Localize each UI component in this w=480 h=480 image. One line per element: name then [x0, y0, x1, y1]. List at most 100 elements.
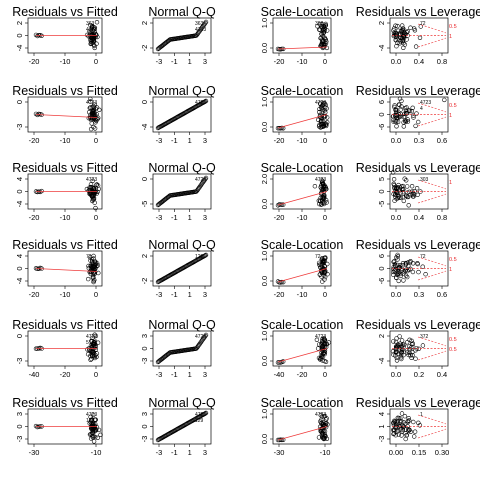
data-point	[418, 24, 423, 29]
data-point	[317, 106, 322, 112]
data-point	[396, 278, 401, 284]
x-tick-label: -20	[29, 213, 40, 222]
x-tick-label: -20	[274, 57, 285, 66]
panel-scale-location-row-3: Scale-Location -20 -10 0 0.0 2.0 4723	[260, 161, 343, 222]
x-tick-label: -20	[60, 370, 71, 379]
data-point	[281, 202, 286, 207]
plot-frame	[152, 250, 212, 287]
data-point	[399, 98, 404, 104]
data-point	[407, 350, 412, 355]
data-point	[319, 178, 324, 183]
data-point	[321, 337, 327, 342]
y-tick-label: 0	[377, 189, 386, 193]
y-tick-label: 0.0	[260, 356, 269, 366]
data-point	[391, 26, 397, 31]
x-tick-label: 0.0	[391, 290, 401, 299]
y-tick-label: 2	[15, 21, 24, 25]
cooks-distance-curve	[417, 256, 447, 267]
data-point	[400, 423, 405, 428]
point-label: 4723	[315, 334, 326, 340]
data-point	[402, 42, 408, 47]
data-point	[394, 43, 399, 49]
data-point	[401, 271, 406, 276]
data-point	[405, 350, 410, 355]
y-tick-label: -3	[15, 124, 24, 131]
point-label: 4723	[86, 27, 97, 33]
data-point	[391, 422, 397, 428]
data-point	[94, 261, 100, 266]
data-point	[88, 414, 93, 420]
data-point	[320, 279, 325, 284]
data-point	[319, 186, 324, 191]
data-point	[90, 420, 95, 426]
data-point	[413, 356, 418, 361]
smooth-line	[277, 268, 328, 283]
data-point	[412, 429, 418, 434]
y-tick-label: 1.0	[260, 409, 269, 419]
y-tick-label: 0	[15, 424, 24, 428]
data-point	[319, 103, 325, 109]
panel-scale-location-row-2: Scale-Location -20 -10 0 0.0 1.0 4723	[260, 84, 343, 145]
x-tick-label: -20	[274, 290, 285, 299]
data-point	[203, 253, 208, 258]
y-tick-label: 0	[140, 177, 149, 181]
point-label: 4	[420, 106, 423, 112]
x-tick-label: 3	[203, 370, 207, 379]
point-label: 4723	[86, 177, 97, 183]
data-point	[87, 188, 93, 193]
panel-title: Residuals vs Leverage	[356, 318, 480, 332]
data-point	[88, 96, 93, 102]
data-point	[317, 114, 322, 119]
data-point	[325, 261, 330, 267]
x-tick-label: 0.4	[414, 213, 424, 222]
data-point	[406, 203, 411, 208]
x-tick-label: 0.0	[391, 57, 401, 66]
y-tick-label: 1.0	[260, 251, 269, 261]
data-point	[398, 271, 404, 277]
data-point	[394, 109, 399, 115]
data-point	[317, 342, 322, 347]
data-point	[98, 432, 103, 437]
data-point	[394, 355, 399, 360]
data-point	[324, 123, 329, 129]
smooth-line	[277, 191, 328, 206]
panel-title: Residuals vs Leverage	[356, 161, 480, 175]
data-point	[91, 42, 97, 48]
data-point	[90, 28, 95, 33]
panel-normal-qq-row-4: Normal Q-Q -3 -1 1 3 -2 2 129	[140, 238, 216, 299]
y-tick-label: -4	[377, 45, 386, 52]
panel-title: Scale-Location	[261, 5, 344, 19]
data-point	[88, 357, 93, 362]
data-point	[394, 358, 400, 363]
y-tick-label: 6	[377, 100, 386, 104]
point-label: 4723	[195, 100, 206, 106]
data-point	[324, 45, 330, 51]
data-point	[320, 260, 326, 265]
data-point	[94, 182, 100, 187]
data-point	[415, 261, 420, 266]
data-point	[407, 428, 412, 433]
data-point	[92, 200, 97, 205]
data-point	[94, 105, 100, 110]
data-point	[394, 124, 399, 129]
panel-title: Residuals vs Fitted	[12, 396, 118, 410]
data-point	[323, 359, 329, 364]
data-point	[413, 44, 419, 49]
y-tick-label: 0	[15, 100, 24, 104]
data-point	[401, 35, 407, 41]
x-tick-label: -1	[171, 213, 178, 222]
data-point	[203, 175, 209, 181]
point-label: 129	[195, 254, 204, 260]
x-tick-label: 0	[323, 57, 327, 66]
smooth-line	[35, 114, 98, 118]
data-point	[315, 346, 321, 351]
data-point	[401, 352, 406, 358]
panel-residuals-vs-leverage-row-1: Residuals vs Leverage 0.0 0.4 0.8 -4 2 0.5 1 72	[356, 5, 480, 66]
cooks-distance-label: 0.5	[449, 103, 457, 109]
data-point	[411, 419, 416, 425]
data-point	[416, 269, 421, 275]
data-point	[408, 260, 413, 265]
x-tick-label: 1	[188, 136, 192, 145]
y-tick-label: 4	[15, 177, 24, 181]
